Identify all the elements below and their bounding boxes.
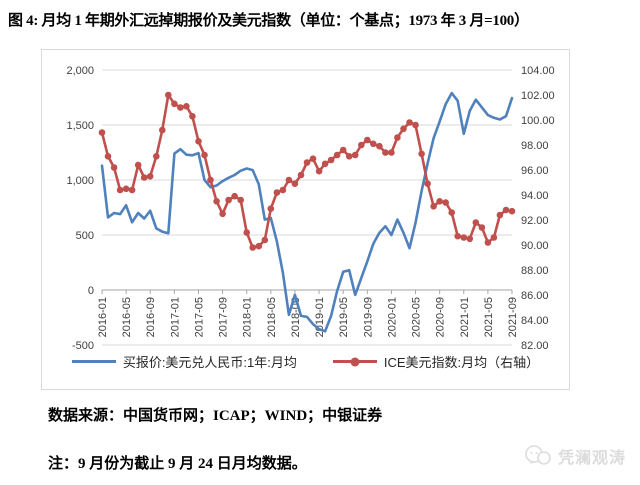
- blue-line-swatch: [71, 360, 116, 363]
- svg-text:104.00: 104.00: [521, 65, 555, 77]
- svg-text:2021-09: 2021-09: [507, 297, 519, 337]
- note-text: 注：9 月份为截止 9 月 24 日月均数据。: [48, 456, 307, 472]
- svg-text:92.00: 92.00: [521, 215, 549, 227]
- line-chart: 2,000 1,500 1,000 500 0 -500 104.00 102.00 100.0…: [66, 65, 555, 350]
- figure-title: 图 4: 月均 1 年期外汇远掉期报价及美元指数（单位：个基点；1973 年 3…: [8, 13, 529, 29]
- svg-text:94.00: 94.00: [521, 190, 549, 202]
- svg-text:96.00: 96.00: [521, 165, 549, 177]
- svg-text:2017-01: 2017-01: [169, 297, 181, 337]
- svg-text:98.00: 98.00: [521, 140, 549, 152]
- svg-text:500: 500: [76, 230, 94, 242]
- red-marker-dot: [350, 357, 360, 366]
- svg-text:2021-05: 2021-05: [483, 297, 495, 337]
- red-line-swatch: [332, 357, 377, 366]
- svg-text:2018-01: 2018-01: [242, 297, 254, 337]
- svg-text:0: 0: [88, 285, 94, 297]
- svg-text:2020-01: 2020-01: [386, 297, 398, 337]
- svg-text:2020-05: 2020-05: [411, 297, 423, 337]
- svg-text:2018-05: 2018-05: [266, 297, 278, 337]
- svg-text:1,000: 1,000: [66, 175, 94, 187]
- svg-text:1,500: 1,500: [66, 120, 94, 132]
- svg-text:-500: -500: [72, 340, 94, 350]
- watermark: 凭澜观涛: [523, 444, 626, 468]
- legend-label-forward-bid: 买报价:美元兑人民币:1年:月均: [122, 355, 297, 370]
- svg-text:102.00: 102.00: [521, 90, 555, 102]
- legend-item-forward-bid: 买报价:美元兑人民币:1年:月均: [71, 352, 297, 371]
- svg-text:100.00: 100.00: [521, 115, 555, 127]
- svg-text:2019-09: 2019-09: [362, 297, 374, 337]
- watermark-icon: [525, 445, 551, 465]
- svg-text:2020-09: 2020-09: [435, 297, 447, 337]
- svg-text:2019-05: 2019-05: [338, 297, 350, 337]
- legend-label-dollar-index: ICE美元指数:月均（右轴）: [383, 355, 540, 370]
- svg-text:2016-05: 2016-05: [121, 297, 133, 337]
- chart-legend: 买报价:美元兑人民币:1年:月均 ICE美元指数:月均（右轴）: [42, 352, 569, 371]
- legend-item-dollar-index: ICE美元指数:月均（右轴）: [332, 352, 540, 371]
- svg-text:2016-09: 2016-09: [145, 297, 157, 337]
- svg-text:2017-05: 2017-05: [193, 297, 205, 337]
- svg-text:84.00: 84.00: [521, 315, 549, 327]
- chart-box: 2,000 1,500 1,000 500 0 -500 104.00 102.00 100.0…: [41, 49, 570, 390]
- source-text: 数据来源：中国货币网；ICAP；WIND；中银证券: [48, 408, 383, 424]
- svg-text:2021-01: 2021-01: [459, 297, 471, 337]
- svg-text:86.00: 86.00: [521, 290, 549, 302]
- svg-text:2017-09: 2017-09: [218, 297, 230, 337]
- svg-text:2,000: 2,000: [66, 65, 94, 77]
- svg-text:2016-01: 2016-01: [97, 297, 109, 337]
- svg-text:90.00: 90.00: [521, 240, 549, 252]
- svg-text:88.00: 88.00: [521, 265, 549, 277]
- svg-text:82.00: 82.00: [521, 340, 549, 350]
- watermark-text: 凭澜观涛: [557, 450, 626, 467]
